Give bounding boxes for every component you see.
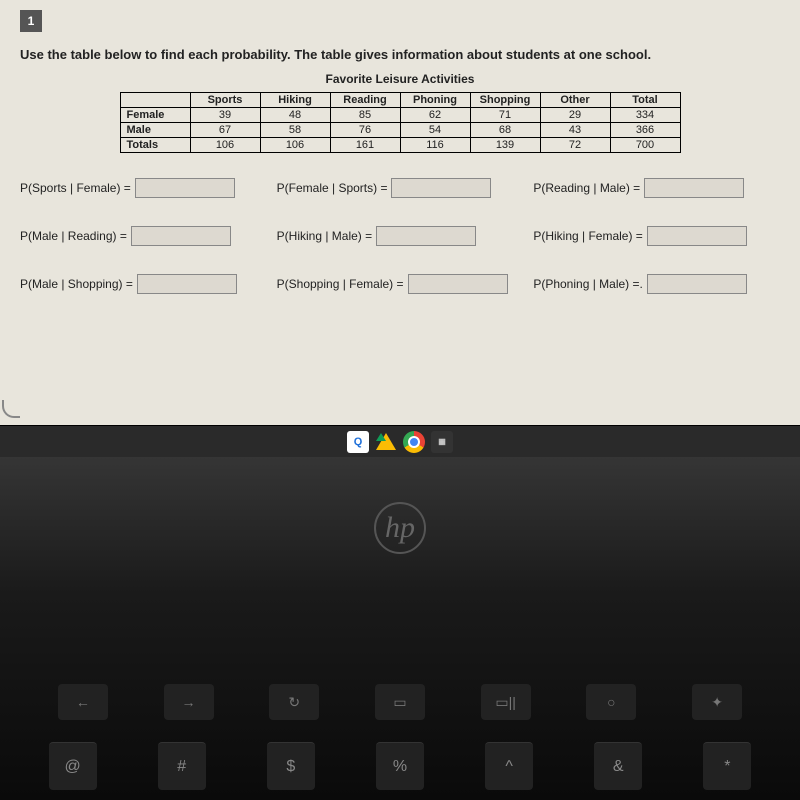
- hp-logo-icon: hp: [374, 502, 426, 554]
- th-other: Other: [540, 93, 610, 108]
- cell: 62: [400, 108, 470, 123]
- row-female-label: Female: [120, 108, 190, 123]
- answer-item: P(Reading | Male) =: [533, 178, 780, 198]
- app-icon[interactable]: ▦: [431, 431, 453, 453]
- key-brightness-up-icon: ✦: [692, 684, 742, 720]
- answer-label: P(Sports | Female) =: [20, 181, 131, 195]
- cell: 76: [330, 123, 400, 138]
- table-row: Totals 106 106 161 116 139 72 700: [120, 138, 680, 153]
- row-male-label: Male: [120, 123, 190, 138]
- question-number-badge: 1: [20, 10, 42, 32]
- google-drive-icon[interactable]: [375, 431, 397, 453]
- key-overview-icon: ▭||: [481, 684, 531, 720]
- answer-input-hiking-female[interactable]: [647, 226, 747, 246]
- th-reading: Reading: [330, 93, 400, 108]
- function-key-row: ← → ↻ ▭ ▭|| ○ ✦: [0, 684, 800, 720]
- answer-input-shopping-female[interactable]: [408, 274, 508, 294]
- cell: 67: [190, 123, 260, 138]
- answer-label: P(Hiking | Male) =: [277, 229, 372, 243]
- answers-grid: P(Sports | Female) = P(Female | Sports) …: [20, 178, 780, 294]
- key-8: *: [703, 742, 751, 790]
- answer-label: P(Phoning | Male) =.: [533, 277, 643, 291]
- cell: 68: [470, 123, 540, 138]
- answer-label: P(Female | Sports) =: [277, 181, 388, 195]
- cell: 54: [400, 123, 470, 138]
- cell: 85: [330, 108, 400, 123]
- key-6: ^: [485, 742, 533, 790]
- answer-input-phoning-male[interactable]: [647, 274, 747, 294]
- cell: 116: [400, 138, 470, 153]
- answer-input-reading-male[interactable]: [644, 178, 744, 198]
- answer-item: P(Phoning | Male) =.: [533, 274, 780, 294]
- row-totals-label: Totals: [120, 138, 190, 153]
- cell: 39: [190, 108, 260, 123]
- table-row: Male 67 58 76 54 68 43 366: [120, 123, 680, 138]
- key-brightness-down-icon: ○: [586, 684, 636, 720]
- quizlet-icon[interactable]: Q: [347, 431, 369, 453]
- answer-input-sports-female[interactable]: [135, 178, 235, 198]
- cell: 58: [260, 123, 330, 138]
- answer-item: P(Hiking | Male) =: [277, 226, 524, 246]
- key-3: #: [158, 742, 206, 790]
- cell: 71: [470, 108, 540, 123]
- answer-item: P(Shopping | Female) =: [277, 274, 524, 294]
- number-key-row: @ # $ % ^ & *: [0, 742, 800, 790]
- instruction-text: Use the table below to find each probabi…: [20, 47, 780, 62]
- cell: 29: [540, 108, 610, 123]
- answer-label: P(Male | Shopping) =: [20, 277, 133, 291]
- cell: 48: [260, 108, 330, 123]
- table-row: Female 39 48 85 62 71 29 334: [120, 108, 680, 123]
- key-7: &: [594, 742, 642, 790]
- cell: 106: [190, 138, 260, 153]
- th-total: Total: [610, 93, 680, 108]
- key-back-icon: ←: [58, 684, 108, 720]
- data-table: Sports Hiking Reading Phoning Shopping O…: [120, 92, 681, 153]
- chrome-icon[interactable]: [403, 431, 425, 453]
- table-header-row: Sports Hiking Reading Phoning Shopping O…: [120, 93, 680, 108]
- key-fullscreen-icon: ▭: [375, 684, 425, 720]
- th-sports: Sports: [190, 93, 260, 108]
- laptop-body: hp ← → ↻ ▭ ▭|| ○ ✦ @ # $ % ^ & *: [0, 457, 800, 800]
- cell: 106: [260, 138, 330, 153]
- answer-input-hiking-male[interactable]: [376, 226, 476, 246]
- cell: 72: [540, 138, 610, 153]
- answer-item: P(Sports | Female) =: [20, 178, 267, 198]
- answer-item: P(Female | Sports) =: [277, 178, 524, 198]
- key-5: %: [376, 742, 424, 790]
- cell: 139: [470, 138, 540, 153]
- answer-input-male-reading[interactable]: [131, 226, 231, 246]
- th-phoning: Phoning: [400, 93, 470, 108]
- cell: 334: [610, 108, 680, 123]
- table-title: Favorite Leisure Activities: [20, 72, 780, 86]
- key-4: $: [267, 742, 315, 790]
- key-2: @: [49, 742, 97, 790]
- answer-label: P(Male | Reading) =: [20, 229, 127, 243]
- taskbar: Q ▦: [0, 425, 800, 457]
- worksheet-area: 1 Use the table below to find each proba…: [0, 0, 800, 425]
- cell: 43: [540, 123, 610, 138]
- answer-item: P(Male | Reading) =: [20, 226, 267, 246]
- th-hiking: Hiking: [260, 93, 330, 108]
- key-forward-icon: →: [164, 684, 214, 720]
- answer-label: P(Shopping | Female) =: [277, 277, 404, 291]
- answer-input-female-sports[interactable]: [391, 178, 491, 198]
- cell: 161: [330, 138, 400, 153]
- answer-item: P(Hiking | Female) =: [533, 226, 780, 246]
- cell: 366: [610, 123, 680, 138]
- cell: 700: [610, 138, 680, 153]
- th-shopping: Shopping: [470, 93, 540, 108]
- answer-label: P(Hiking | Female) =: [533, 229, 642, 243]
- key-refresh-icon: ↻: [269, 684, 319, 720]
- answer-item: P(Male | Shopping) =: [20, 274, 267, 294]
- answer-label: P(Reading | Male) =: [533, 181, 640, 195]
- th-blank: [120, 93, 190, 108]
- answer-input-male-shopping[interactable]: [137, 274, 237, 294]
